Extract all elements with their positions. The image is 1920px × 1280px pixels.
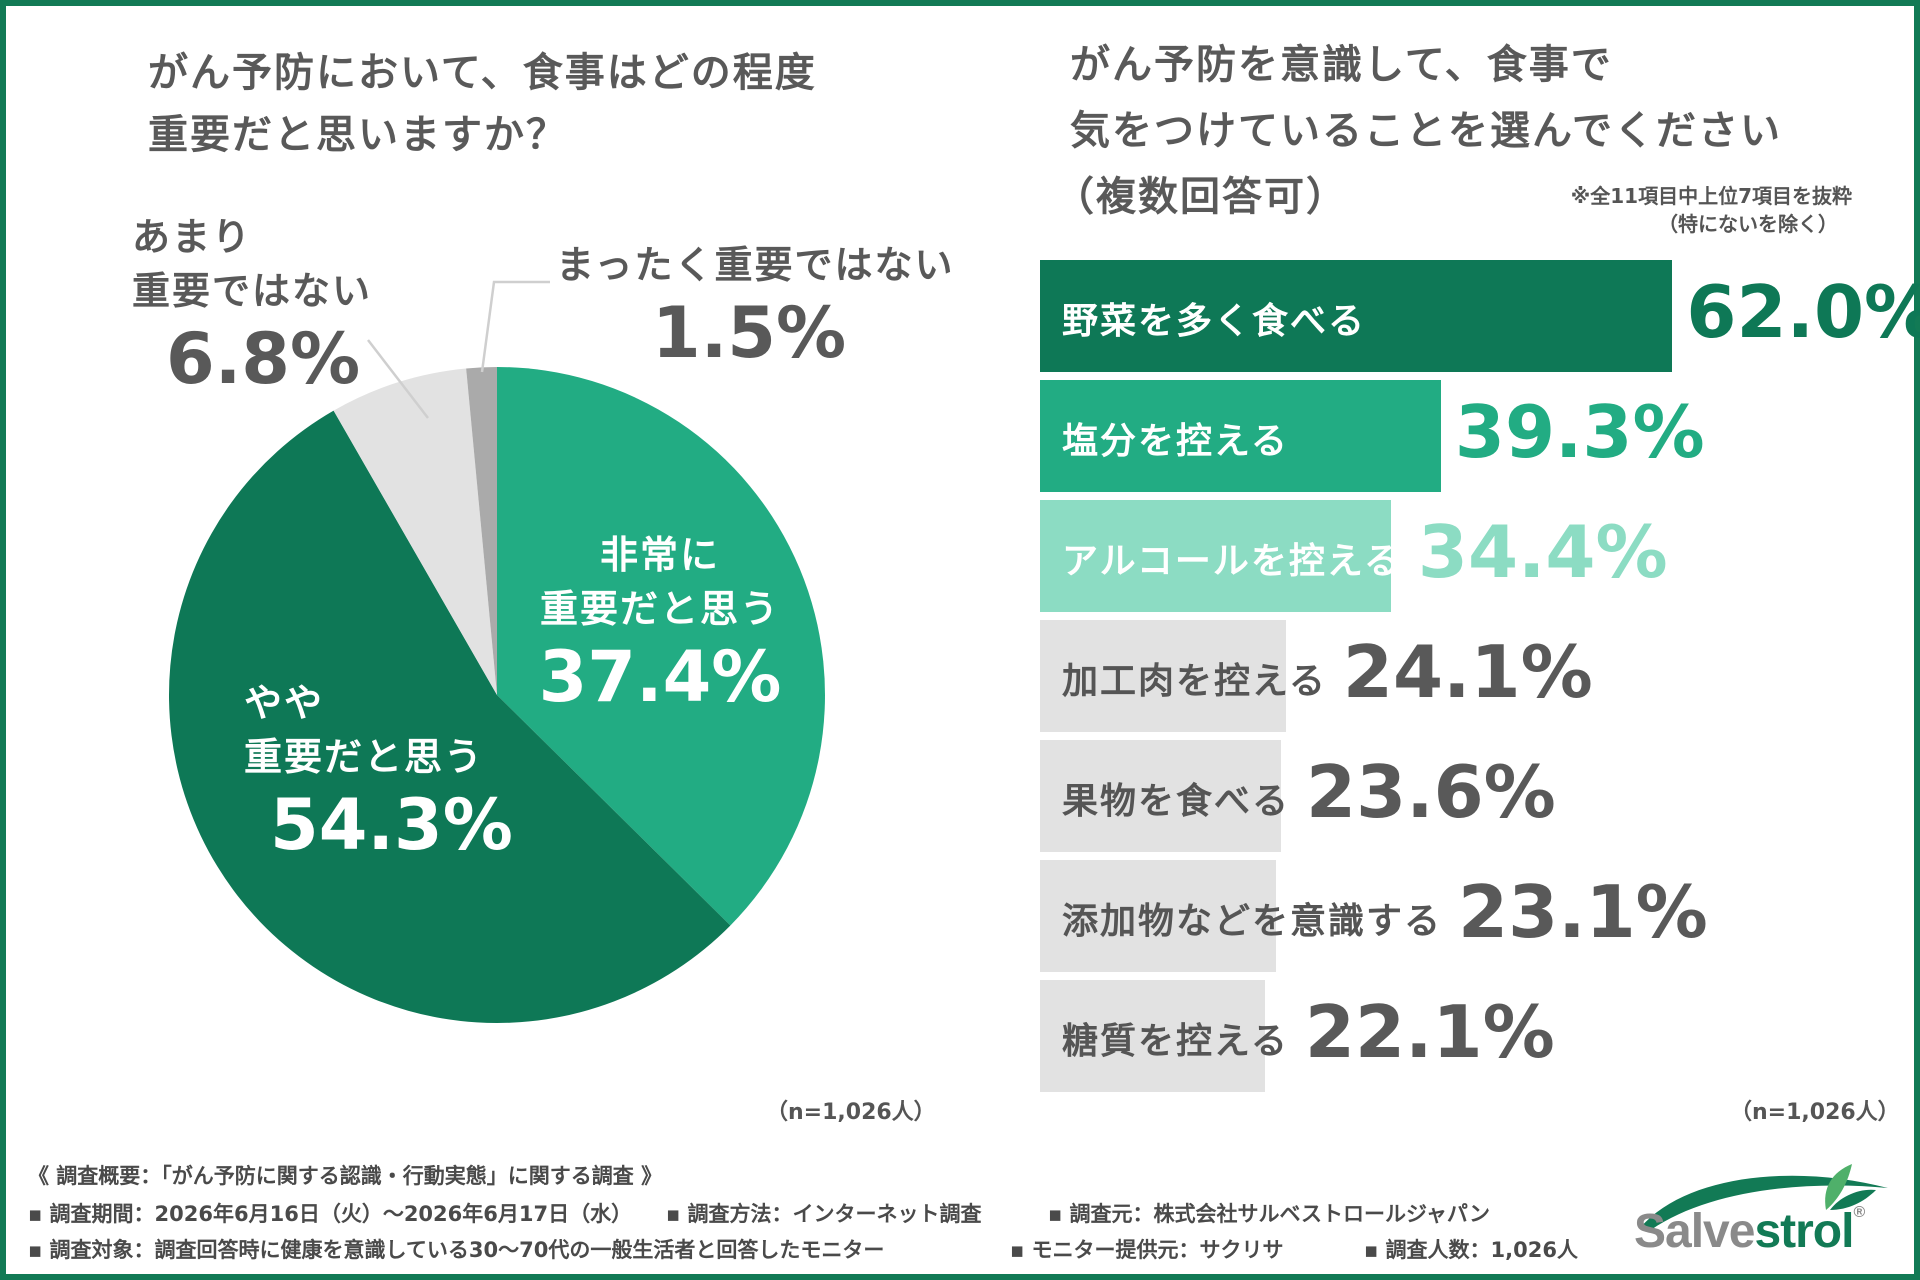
left-question-line1: がん予防において、食事はどの程度 — [148, 50, 817, 96]
bar — [1040, 740, 1281, 852]
pie-slice-not-at-all-important — [466, 367, 497, 695]
pie-value-not-very-important: 6.8% — [166, 318, 361, 400]
bar — [1040, 500, 1391, 612]
logo-text-green: strol — [1754, 1205, 1854, 1258]
bar-value-label: 34.4% — [1417, 510, 1668, 594]
bar-value-label: 24.1% — [1342, 630, 1593, 714]
pie-label-very-important-line1: 非常に — [599, 533, 720, 577]
right-note: ※全11項目中上位7項目を抜粋 （特にないを除く） — [1440, 182, 1852, 238]
bar-value-label: 39.3% — [1454, 390, 1705, 474]
footer-survey-period: ▪ 調査期間：2026年6月16日（火）～2026年6月17日（水） — [28, 1202, 633, 1226]
pie-label-not-very-important-line2: 重要ではない — [132, 269, 373, 313]
footer-monitor-provider: ▪ モニター提供元：サクリサ — [1010, 1238, 1284, 1262]
bar — [1040, 380, 1441, 492]
pie-slice-very-important — [497, 367, 825, 926]
pie-value-very-important: 37.4% — [538, 636, 782, 718]
footer-title: 《 調査概要：「がん予防に関する認識・行動実態」に関する調査 》 — [28, 1164, 663, 1188]
pie-label-somewhat-important-line2: 重要だと思う — [244, 735, 485, 779]
left-question-line2: 重要だと思いますか？ — [148, 112, 568, 158]
pie-label-not-at-all-important: まったく重要ではない 1.5% — [556, 238, 956, 374]
bar-category-label: 塩分を控える — [1062, 421, 1289, 462]
bar-category-label: 添加物などを意識する — [1062, 901, 1443, 942]
pie-value-somewhat-important: 54.3% — [270, 784, 513, 866]
bar-category-label: 野菜を多く食べる — [1062, 301, 1367, 342]
footer-survey-method: ▪ 調査方法：インターネット調査 — [666, 1202, 982, 1226]
pie-label-not-at-all-important-line1: まったく重要ではない — [556, 243, 955, 287]
bar-category-label: 果物を食べる — [1062, 781, 1291, 822]
bar-category-label: 糖質を控える — [1062, 1021, 1289, 1062]
logo-swoosh-icon — [1640, 1164, 1888, 1232]
right-sample-size: （n=1,026人） — [1730, 1100, 1900, 1125]
bar — [1040, 620, 1286, 732]
right-question: がん予防を意識して、食事で 気をつけていることを選んでください （複数回答可） — [1054, 32, 1782, 230]
pie-label-very-important: 非常に 重要だと思う 37.4% — [520, 528, 800, 718]
right-question-line3: （複数回答可） — [1054, 174, 1348, 220]
pie-slice-not-very-important — [333, 368, 497, 695]
bar-value-label: 23.6% — [1306, 750, 1556, 834]
pie-value-not-at-all-important: 1.5% — [652, 292, 847, 374]
pie-label-not-very-important-line1: あまり — [132, 215, 253, 259]
bar-category-label: アルコールを控える — [1062, 541, 1402, 582]
bar-value-label: 62.0% — [1686, 270, 1920, 354]
logo-registered-mark: ® — [1853, 1204, 1865, 1221]
right-note-line2: （特にないを除く） — [1658, 212, 1838, 236]
bar-value-label: 22.1% — [1304, 990, 1555, 1074]
right-question-line1: がん予防を意識して、食事で — [1070, 42, 1613, 88]
bar — [1040, 860, 1276, 972]
left-question: がん予防において、食事はどの程度 重要だと思いますか？ — [148, 42, 817, 166]
left-sample-size: （n=1,026人） — [766, 1100, 936, 1125]
footer-survey-target: ▪ 調査対象：調査回答時に健康を意識している30～70代の一般生活者と回答したモ… — [28, 1238, 885, 1262]
bar — [1040, 980, 1266, 1092]
bar-category-label: 加工肉を控える — [1062, 661, 1327, 702]
right-question-line2: 気をつけていることを選んでください — [1070, 108, 1782, 154]
bar-value-label: 23.1% — [1458, 870, 1708, 954]
footer-survey-source: ▪ 調査元：株式会社サルベストロールジャパン — [1048, 1202, 1490, 1226]
pie-chart — [168, 367, 825, 1024]
pie-label-somewhat-important: やや 重要だと思う 54.3% — [220, 676, 513, 866]
right-note-line1: ※全11項目中上位7項目を抜粋 — [1570, 184, 1852, 208]
pie-label-somewhat-important-line1: やや — [244, 681, 325, 725]
footer-sample-count: ▪ 調査人数：1,026人 — [1364, 1238, 1578, 1262]
bar — [1040, 260, 1673, 372]
pie-slice-somewhat-important — [168, 410, 731, 1024]
logo-text-gray: Salve — [1634, 1205, 1755, 1258]
pie-label-very-important-line2: 重要だと思う — [539, 587, 780, 631]
salvestrol-logo: Salvestrol® — [1626, 1158, 1912, 1268]
pie-label-not-very-important: あまり 重要ではない 6.8% — [132, 210, 432, 400]
